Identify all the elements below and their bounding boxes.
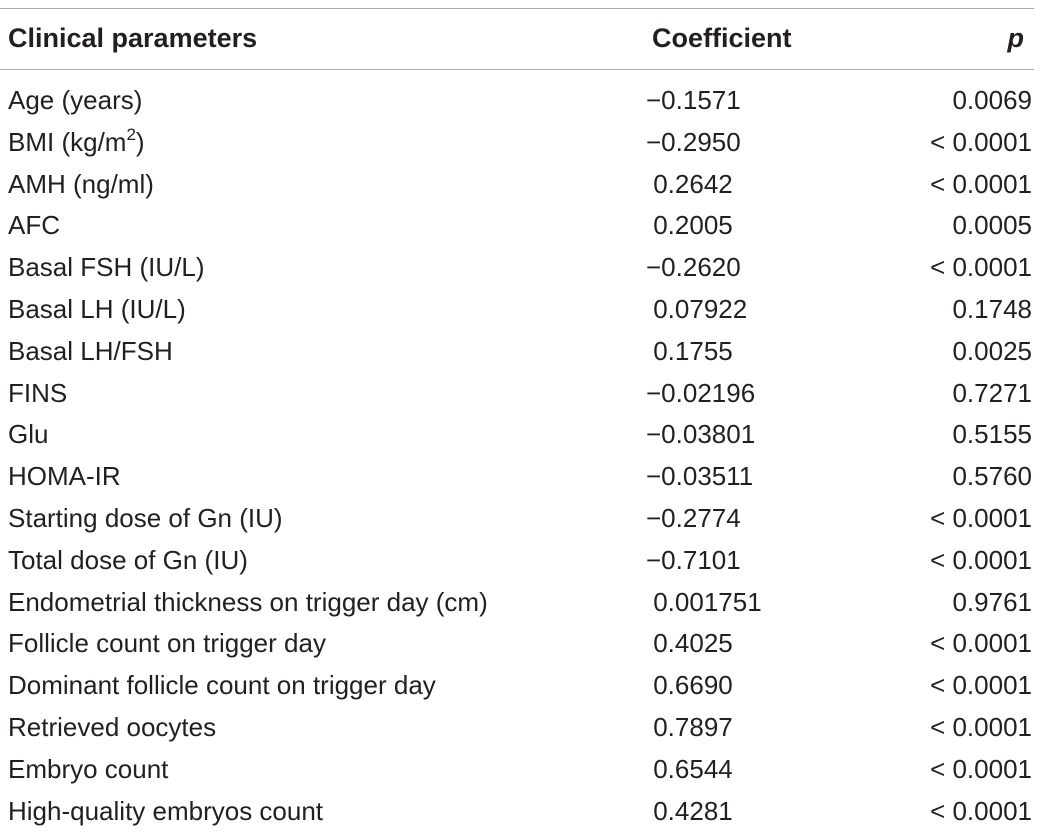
parameter-cell: Retrieved oocytes: [8, 711, 217, 742]
p-value-cell: < 0.0001: [930, 168, 1032, 199]
table-row: Starting dose of Gn (IU) −0.2774 < 0.000…: [0, 497, 1034, 539]
table-row: Age (years) −0.1571 0.0069: [0, 79, 1034, 121]
p-value-cell: 0.1748: [952, 293, 1032, 324]
parameter-cell: Basal LH/FSH: [8, 335, 173, 366]
table-row: AFC 0.2005 0.0005: [0, 204, 1034, 246]
p-value-cell: 0.7271: [952, 377, 1032, 408]
table-row: Embryo count 0.6544 < 0.0001: [0, 748, 1034, 790]
table-row: BMI (kg/m2) −0.2950 < 0.0001: [0, 121, 1034, 163]
table-row: FINS −0.02196 0.7271: [0, 372, 1034, 414]
parameter-cell: Endometrial thickness on trigger day (cm…: [8, 586, 488, 617]
p-value-cell: < 0.0001: [930, 544, 1032, 575]
parameter-cell: Age (years): [8, 85, 143, 115]
header-rule: [0, 69, 1034, 70]
coefficient-cell: −0.2950: [646, 126, 741, 157]
coefficient-cell: 0.6544: [646, 753, 733, 784]
coefficient-cell: 0.4281: [646, 795, 733, 826]
p-value-cell: 0.0069: [952, 85, 1032, 115]
p-value-cell: 0.0025: [952, 335, 1032, 366]
table-row: HOMA-IR −0.03511 0.5760: [0, 455, 1034, 497]
parameter-cell: FINS: [8, 377, 68, 408]
coefficient-cell: 0.001751: [646, 586, 762, 617]
parameter-cell: HOMA-IR: [8, 461, 121, 492]
parameter-text: BMI (kg/m: [8, 126, 127, 157]
p-value-cell: 0.9761: [952, 586, 1032, 617]
coefficient-cell: −0.03801: [646, 419, 756, 450]
p-value-cell: 0.5155: [952, 419, 1032, 450]
parameter-cell: AMH (ng/ml): [8, 168, 154, 199]
table-body: Age (years) −0.1571 0.0069 BMI (kg/m2) −…: [0, 79, 1034, 831]
coefficient-cell: 0.6690: [646, 670, 733, 701]
parameter-cell: AFC: [8, 210, 60, 241]
coefficient-cell: −0.2620: [646, 252, 741, 283]
p-value-cell: < 0.0001: [930, 711, 1032, 742]
p-value-cell: < 0.0001: [930, 252, 1032, 283]
p-value-cell: < 0.0001: [930, 795, 1032, 826]
superscript: 2: [126, 124, 136, 144]
coefficient-cell: −0.2774: [646, 502, 741, 533]
header-clinical-parameters: Clinical parameters: [8, 23, 258, 53]
parameter-cell: Embryo count: [8, 753, 169, 784]
coefficient-cell: −0.03511: [646, 461, 754, 492]
table-row: Basal FSH (IU/L) −0.2620 < 0.0001: [0, 246, 1034, 288]
coefficient-cell: 0.4025: [646, 628, 733, 659]
parameter-cell: Glu: [8, 419, 49, 450]
table-row: Follicle count on trigger day 0.4025 < 0…: [0, 622, 1034, 664]
table-row: AMH (ng/ml) 0.2642 < 0.0001: [0, 163, 1034, 205]
coefficient-cell: 0.07922: [646, 293, 748, 324]
parameter-cell: Follicle count on trigger day: [8, 628, 326, 659]
table-row: Dominant follicle count on trigger day 0…: [0, 664, 1034, 706]
parameter-cell: Dominant follicle count on trigger day: [8, 670, 436, 701]
coefficient-cell: 0.2642: [646, 168, 733, 199]
p-value-cell: < 0.0001: [930, 670, 1032, 701]
coefficient-cell: −0.02196: [646, 377, 756, 408]
coefficient-cell: −0.7101: [646, 544, 741, 575]
table-row: High-quality embryos count 0.4281 < 0.00…: [0, 790, 1034, 832]
table-row: Basal LH/FSH 0.1755 0.0025: [0, 330, 1034, 372]
table-header-row: Clinical parameters Coefficient p: [0, 9, 1034, 69]
parameter-cell: High-quality embryos count: [8, 795, 324, 826]
p-value-cell: < 0.0001: [930, 126, 1032, 157]
table-row: Glu −0.03801 0.5155: [0, 413, 1034, 455]
table-row: Basal LH (IU/L) 0.07922 0.1748: [0, 288, 1034, 330]
header-p-value: p: [1007, 23, 1025, 53]
table-row: Endometrial thickness on trigger day (cm…: [0, 581, 1034, 623]
p-value-cell: 0.0005: [952, 210, 1032, 241]
parameter-cell: Basal FSH (IU/L): [8, 252, 205, 283]
p-value-cell: 0.5760: [952, 461, 1032, 492]
parameter-cell: BMI (kg/m2): [8, 124, 145, 158]
parameter-text-end: ): [135, 126, 145, 157]
p-value-cell: < 0.0001: [930, 502, 1032, 533]
parameter-cell: Total dose of Gn (IU): [8, 544, 248, 575]
p-value-cell: < 0.0001: [930, 753, 1032, 784]
table-row: Total dose of Gn (IU) −0.7101 < 0.0001: [0, 539, 1034, 581]
coefficient-cell: 0.7897: [646, 711, 733, 742]
table-row: Retrieved oocytes 0.7897 < 0.0001: [0, 706, 1034, 748]
parameter-cell: Basal LH (IU/L): [8, 293, 186, 324]
header-coefficient: Coefficient: [652, 23, 792, 53]
coefficient-cell: 0.1755: [646, 335, 733, 366]
p-value-cell: < 0.0001: [930, 628, 1032, 659]
parameter-cell: Starting dose of Gn (IU): [8, 502, 283, 533]
coefficient-cell: 0.2005: [646, 210, 733, 241]
coefficient-cell: −0.1571: [646, 85, 741, 115]
top-rule: [0, 8, 1034, 9]
